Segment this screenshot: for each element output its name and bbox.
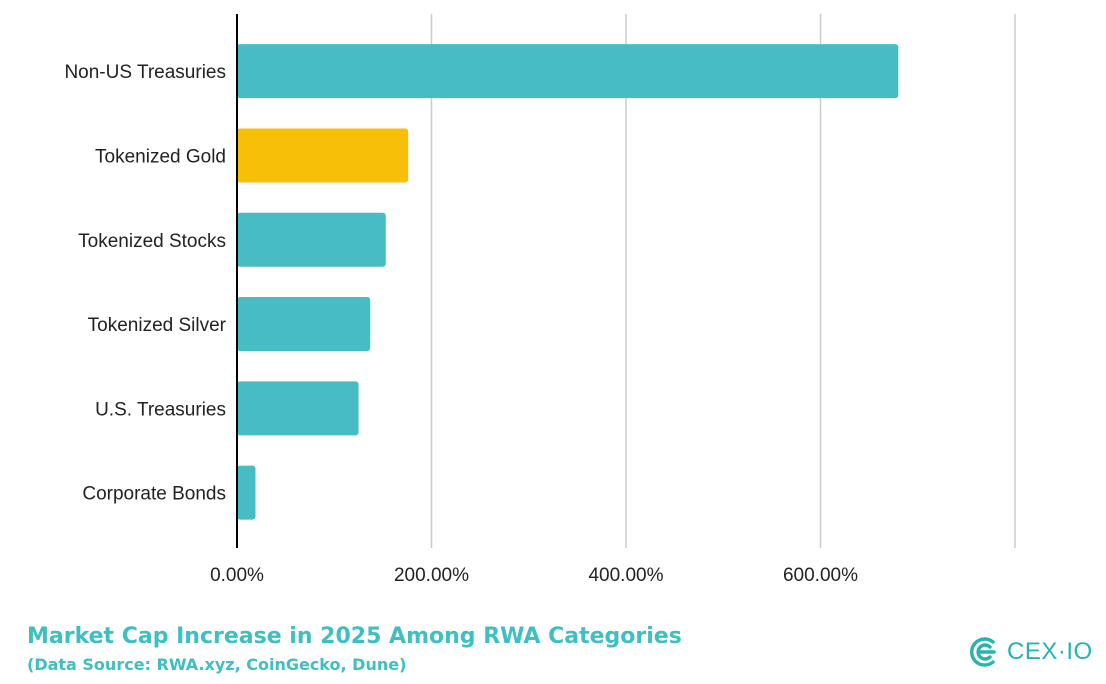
bar bbox=[237, 465, 256, 520]
category-label: Tokenized Silver bbox=[88, 315, 227, 336]
bar-chart: Non-US Treasuries Tokenized Gold Tokenized… bbox=[64, 14, 1016, 586]
bar bbox=[237, 212, 386, 267]
x-tick-label: 0.00% bbox=[210, 565, 264, 586]
x-tick-label: 200.00% bbox=[394, 565, 469, 586]
x-tick-label: 400.00% bbox=[588, 565, 663, 586]
x-tick-labels: 0.00% 200.00% 400.00% 600.00% bbox=[210, 565, 858, 586]
bars bbox=[237, 44, 899, 520]
chart-subtitle: (Data Source: RWA.xyz, CoinGecko, Dune) bbox=[27, 655, 407, 674]
bar bbox=[237, 297, 371, 352]
category-labels: Non-US Treasuries Tokenized Gold Tokenized… bbox=[64, 62, 227, 505]
logo-separator: · bbox=[1057, 638, 1067, 665]
category-label: U.S. Treasuries bbox=[95, 399, 226, 420]
x-tick-label: 600.00% bbox=[783, 565, 858, 586]
logo-name: CEX bbox=[1007, 638, 1058, 665]
grid-lines bbox=[430, 14, 1016, 548]
bar bbox=[237, 44, 899, 99]
bar bbox=[237, 128, 409, 183]
category-label: Tokenized Stocks bbox=[78, 231, 226, 252]
category-label: Corporate Bonds bbox=[82, 484, 226, 505]
cex-io-logo-icon bbox=[970, 637, 996, 667]
cex-io-logo: CEX·IO bbox=[967, 634, 1093, 670]
logo-text: CEX·IO bbox=[1007, 638, 1093, 666]
logo-suffix: IO bbox=[1066, 638, 1093, 665]
category-label: Tokenized Gold bbox=[95, 146, 226, 167]
chart-title: Market Cap Increase in 2025 Among RWA Ca… bbox=[27, 624, 682, 649]
category-label: Non-US Treasuries bbox=[64, 62, 226, 83]
bar bbox=[237, 381, 359, 436]
